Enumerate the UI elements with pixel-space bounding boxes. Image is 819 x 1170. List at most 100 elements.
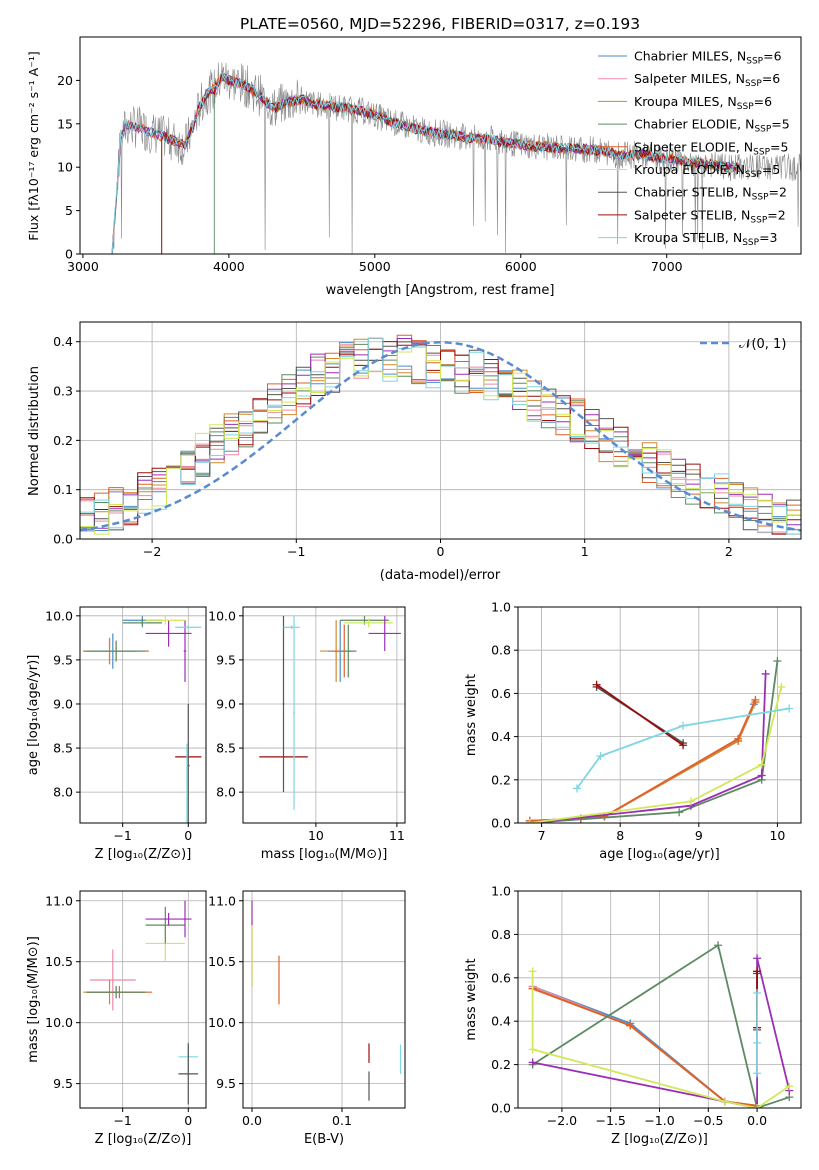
mass-vs-ebv-panel: 0.0 0.1 9.5 10.0 10.5 11.0 E(B-V) bbox=[208, 890, 406, 1147]
weight-series-line bbox=[532, 985, 758, 1107]
axes-frame bbox=[242, 890, 406, 1109]
age-vs-metallicity-xlabel: Z [log₁₀(Z/Z⊙)] bbox=[95, 847, 192, 862]
weight-series-marker bbox=[757, 771, 766, 780]
histogram-axes-frame bbox=[79, 321, 802, 540]
ytick-label: 0.6 bbox=[491, 970, 511, 985]
gaussian-curve bbox=[80, 340, 801, 532]
weight-series-marker bbox=[785, 704, 794, 713]
histogram-xtick-label: −1 bbox=[287, 544, 305, 559]
weight-series-marker bbox=[785, 1082, 794, 1091]
ytick-label: 10.0 bbox=[208, 1015, 236, 1030]
weight-series-marker bbox=[528, 1045, 537, 1054]
weight-series-marker bbox=[528, 1058, 537, 1067]
spectrum-ytick-label: 20 bbox=[57, 73, 73, 88]
weight-series-line bbox=[529, 673, 767, 823]
weight-vs-age-panel: 7 8 9 10 0.0 0.2 0.4 0.6 0.8 1.0 age [log₁₀(age/yr… bbox=[464, 600, 802, 862]
xtick-label: 0.0 bbox=[747, 1113, 767, 1128]
mass-vs-metallicity-panel: −1 0 9.5 10.0 10.5 11.0 Z [log₁₀(Z/Z⊙)] mass [l… bbox=[26, 890, 207, 1147]
weight-series-marker bbox=[753, 1038, 762, 1047]
xtick-label: 0.1 bbox=[332, 1113, 352, 1128]
weight-vs-age-xlabel: age [log₁₀(age/yr)] bbox=[599, 847, 720, 862]
legend-entry-label: Salpeter MILES, NSSP=6 bbox=[634, 71, 780, 89]
ytick-label: 0.8 bbox=[491, 927, 511, 942]
spectrum-legend: Chabrier MILES, NSSP=6 Salpeter MILES, NS… bbox=[598, 49, 790, 248]
mass-vs-metallicity-xlabel: Z [log₁₀(Z/Z⊙)] bbox=[95, 1132, 192, 1147]
mass-vs-ebv-xlabel: E(B-V) bbox=[304, 1132, 344, 1147]
weight-vs-metallicity-xlabel: Z [log₁₀(Z/Z⊙)] bbox=[611, 1132, 708, 1147]
weight-series-marker bbox=[626, 1021, 635, 1030]
weight-series-line bbox=[532, 987, 758, 1107]
weight-series-marker bbox=[686, 797, 695, 806]
model-spectrum-line bbox=[111, 70, 741, 254]
legend-entry-label: Salpeter ELODIE, NSSP=5 bbox=[634, 139, 788, 157]
weight-series-marker bbox=[734, 734, 743, 743]
ytick-label: 0.8 bbox=[491, 643, 511, 658]
weight-series-line bbox=[532, 985, 758, 1107]
histogram-ytick-label: 0.3 bbox=[53, 384, 73, 399]
histogram-xtick-label: 2 bbox=[725, 544, 733, 559]
gaussian-legend-label: 𝒩(0, 1) bbox=[739, 337, 786, 352]
spectrum-ytick-label: 15 bbox=[57, 116, 73, 131]
weight-series-marker bbox=[753, 1069, 762, 1078]
spectrum-axes-frame bbox=[79, 36, 802, 255]
histogram-ytick-label: 0.1 bbox=[53, 482, 73, 497]
weight-vs-metallicity-ylabel: mass weight bbox=[464, 958, 479, 1040]
spectrum-xlabel: wavelength [Angstrom, rest frame] bbox=[326, 283, 555, 298]
ytick-label: 0.6 bbox=[491, 686, 511, 701]
weight-vs-age-ylabel: mass weight bbox=[464, 674, 479, 756]
axes-frame bbox=[517, 890, 802, 1109]
xtick-label: −1.0 bbox=[644, 1113, 674, 1128]
legend-entry-label: Kroupa MILES, NSSP=6 bbox=[634, 94, 772, 112]
legend-entry-label: Kroupa ELODIE, NSSP=5 bbox=[634, 162, 780, 180]
ytick-label: 11.0 bbox=[45, 893, 73, 908]
weight-series-line bbox=[529, 660, 779, 823]
legend-entry-label: Chabrier MILES, NSSP=6 bbox=[634, 49, 782, 67]
weight-series-line bbox=[596, 684, 684, 746]
mass-vs-metallicity-ylabel: mass [log₁₀(M/M⊙)] bbox=[26, 936, 41, 1063]
xtick-label: 0 bbox=[184, 828, 192, 843]
ytick-label: 1.0 bbox=[491, 600, 511, 615]
spectrum-xtick-label: 7000 bbox=[651, 259, 683, 274]
ytick-label: 9.5 bbox=[53, 652, 73, 667]
age-vs-mass-panel: 10 11 8.0 8.5 9.0 9.5 10.0 mass [log₁₀(M/M⊙)] bbox=[208, 606, 406, 862]
spectrum-ylabel: Flux [fλ10⁻¹⁷ erg cm⁻² s⁻¹ A⁻¹] bbox=[26, 51, 41, 240]
weight-series-marker bbox=[757, 760, 766, 769]
weight-series-marker bbox=[761, 669, 770, 678]
weight-series-marker bbox=[720, 1097, 729, 1106]
weight-series-marker bbox=[773, 657, 782, 665]
xtick-label: 10 bbox=[769, 828, 785, 843]
histogram-legend: 𝒩(0, 1) bbox=[700, 337, 786, 352]
weight-series-marker bbox=[592, 680, 601, 689]
age-vs-metallicity-panel: −1 0 8.0 8.5 9.0 9.5 10.0 Z [log₁₀(Z/Z⊙)] age [l… bbox=[26, 606, 207, 862]
ytick-label: 8.0 bbox=[53, 785, 73, 800]
legend-entry-label: Salpeter STELIB, NSSP=2 bbox=[634, 207, 786, 225]
ytick-label: 9.5 bbox=[216, 1076, 236, 1091]
figure-title: PLATE=0560, MJD=52296, FIBERID=0317, z=0… bbox=[240, 15, 640, 33]
ytick-label: 0.2 bbox=[491, 772, 511, 787]
ytick-label: 9.0 bbox=[53, 696, 73, 711]
weight-series-line bbox=[529, 699, 757, 822]
weight-vs-metallicity-panel: −2.0 −1.5 −1.0 −0.5 0.0 0.0 0.2 0.4 0.6 0.8 1.0 Z [… bbox=[464, 884, 802, 1147]
histogram-ylabel: Normed distribution bbox=[27, 366, 42, 496]
axes-frame bbox=[79, 890, 207, 1109]
ytick-label: 11.0 bbox=[208, 893, 236, 908]
xtick-label: 0.0 bbox=[242, 1113, 262, 1128]
ytick-label: 8.5 bbox=[53, 741, 73, 756]
residual-histogram-series bbox=[80, 346, 801, 535]
xtick-label: 11 bbox=[389, 828, 405, 843]
spectrum-xtick-label: 6000 bbox=[505, 259, 537, 274]
spectrum-panel: 3000 4000 5000 6000 7000 0 5 10 15 20 wavelength … bbox=[26, 36, 802, 298]
weight-series-marker bbox=[596, 752, 605, 761]
weight-series-marker bbox=[679, 721, 688, 730]
weight-series-line bbox=[532, 943, 790, 1108]
weight-series-marker bbox=[753, 1104, 762, 1108]
axes-frame bbox=[79, 606, 207, 824]
ytick-label: 10.0 bbox=[45, 608, 73, 623]
ytick-label: 9.0 bbox=[216, 696, 236, 711]
histogram-xtick-label: −2 bbox=[143, 544, 161, 559]
histogram-ytick-label: 0.0 bbox=[53, 532, 73, 547]
histogram-ytick-label: 0.2 bbox=[53, 433, 73, 448]
xtick-label: −1 bbox=[113, 828, 131, 843]
ytick-label: 8.0 bbox=[216, 785, 236, 800]
